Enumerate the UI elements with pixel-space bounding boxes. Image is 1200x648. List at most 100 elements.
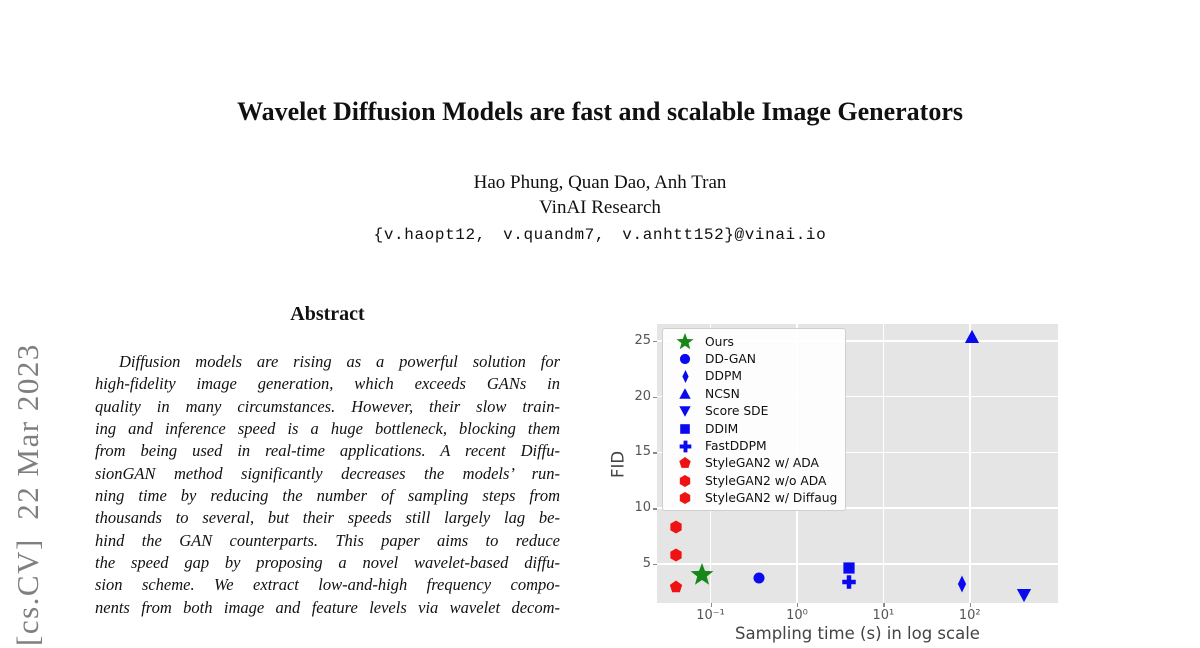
point-ncsn — [965, 330, 980, 345]
x-axis-label: Sampling time (s) in log scale — [735, 624, 980, 643]
abstract-body: Diffusion models are rising as a powerfu… — [95, 351, 560, 619]
y-tick-label: 20 — [634, 388, 651, 404]
star-marker-icon — [676, 332, 694, 349]
diamond-marker-icon — [681, 369, 689, 383]
legend-item-ours: Ours — [671, 332, 845, 351]
gridline-horizontal — [657, 507, 1058, 509]
x-tick-label: 10⁻¹ — [696, 608, 725, 623]
legend-label: Score SDE — [705, 404, 769, 419]
abstract-line: thousands to several, but their speeds s… — [95, 508, 560, 528]
square-marker-icon — [843, 562, 855, 574]
abstract-line: from being used in real-time application… — [95, 441, 560, 461]
legend-label: FastDDPM — [705, 439, 767, 454]
pentagon-marker-icon — [679, 457, 691, 469]
hexagon-marker-icon — [670, 520, 682, 534]
y-tick-mark — [653, 340, 657, 343]
abstract-line: Diffusion models are rising as a powerfu… — [119, 352, 560, 371]
abstract-line: ing and inference speed is a huge bottle… — [95, 419, 560, 439]
y-tick-label: 10 — [634, 500, 651, 516]
pentagon-marker-icon — [669, 580, 683, 593]
paper-title: Wavelet Diffusion Models are fast and sc… — [237, 97, 963, 126]
paper-emails: {v.haopt12, v.quandm7, v.anhtt152}@vinai… — [373, 226, 827, 244]
y-tick-mark — [653, 396, 657, 398]
square-marker-icon — [680, 423, 690, 434]
gridline-vertical — [968, 324, 971, 603]
star-marker-icon — [671, 332, 699, 351]
legend-label: DDIM — [705, 421, 739, 436]
legend-item-ddim: DDIM — [671, 420, 845, 437]
legend-label: DD-GAN — [705, 352, 756, 367]
x-tick-label: 10⁰ — [786, 608, 808, 623]
abstract-line: quality in many circumstances. However, … — [95, 396, 560, 416]
hexagon-marker-icon — [671, 474, 699, 487]
plus-marker-icon — [842, 574, 856, 589]
x-tick-mark — [796, 603, 799, 607]
legend-item-dd-gan: DD-GAN — [671, 350, 845, 367]
legend-item-ncsn: NCSN — [671, 385, 845, 402]
gridline-horizontal — [657, 339, 1058, 342]
legend-item-stylegan2-w-diffaug: StyleGAN2 w/ Diffaug — [671, 490, 845, 507]
point-ddpm — [953, 575, 970, 593]
y-tick-mark — [653, 563, 657, 566]
fid-vs-sampling-time-chart: Ours DD-GAN DDPM NCSN Score SDE DDIM FastDDPM S… — [600, 316, 1090, 648]
abstract-line: sion scheme. We extract low-and-high fre… — [95, 575, 560, 595]
gridline-horizontal — [657, 451, 1058, 454]
triangle-down-marker-icon — [671, 405, 699, 417]
gridline-horizontal — [657, 395, 1058, 398]
arxiv-stamp: [cs.CV] 22 Mar 2023 — [10, 343, 45, 646]
abstract-line: hind the GAN counterparts. This paper ai… — [95, 530, 560, 550]
x-tick-mark — [883, 603, 885, 607]
diamond-marker-icon — [671, 369, 699, 383]
plus-marker-icon — [679, 440, 691, 452]
y-axis-label: FID — [608, 450, 628, 479]
abstract-line: nents from both image and feature levels… — [95, 597, 560, 617]
abstract-line: the speed gap by proposing a novel wavel… — [95, 553, 560, 573]
paper-authors: Hao Phung, Quan Dao, Anh Tran — [473, 172, 727, 193]
legend-label: StyleGAN2 w/ ADA — [705, 456, 819, 471]
y-tick-mark — [653, 452, 657, 454]
point-stylegan2-w-diffaug — [670, 548, 683, 562]
triangle-up-marker-icon — [671, 388, 699, 400]
circle-marker-icon — [753, 572, 765, 584]
y-tick-label: 25 — [634, 332, 651, 348]
pentagon-marker-icon — [671, 457, 699, 469]
legend-label: StyleGAN2 w/o ADA — [705, 473, 827, 488]
paper-affiliation: VinAI Research — [539, 197, 661, 218]
hexagon-marker-icon — [679, 474, 691, 487]
point-stylegan2-w-o-ada — [670, 520, 683, 534]
diamond-marker-icon — [957, 575, 966, 593]
point-stylegan2-w-ada — [669, 580, 683, 594]
legend-label: StyleGAN2 w/ Diffaug — [705, 491, 838, 506]
x-tick-label: 10¹ — [872, 608, 895, 623]
triangle-down-marker-icon — [1016, 589, 1031, 603]
point-ours — [690, 562, 714, 587]
abstract-heading: Abstract — [290, 303, 365, 325]
hexagon-marker-icon — [671, 492, 699, 505]
x-tick-mark — [710, 603, 712, 607]
plot-area: Ours DD-GAN DDPM NCSN Score SDE DDIM FastDDPM S… — [657, 324, 1058, 603]
abstract-line: sionGAN method significantly decreases t… — [95, 463, 560, 483]
triangle-down-marker-icon — [679, 406, 691, 417]
point-ddim — [842, 561, 856, 575]
circle-marker-icon — [671, 353, 699, 365]
square-marker-icon — [671, 423, 699, 435]
hexagon-marker-icon — [679, 492, 691, 505]
legend-item-stylegan2-w-ada: StyleGAN2 w/ ADA — [671, 455, 845, 472]
legend-label: Ours — [705, 334, 734, 349]
point-dd-gan — [752, 571, 765, 584]
chart-legend: Ours DD-GAN DDPM NCSN Score SDE DDIM FastDDPM S… — [662, 328, 846, 511]
hexagon-marker-icon — [670, 548, 682, 562]
triangle-up-marker-icon — [965, 330, 980, 344]
star-marker-icon — [690, 562, 714, 585]
triangle-up-marker-icon — [679, 388, 691, 399]
plus-marker-icon — [671, 440, 699, 453]
y-tick-mark — [653, 508, 657, 510]
legend-item-stylegan2-w-o-ada: StyleGAN2 w/o ADA — [671, 472, 845, 489]
legend-item-ddpm: DDPM — [671, 368, 845, 385]
abstract-line: ning time by reducing the number of samp… — [95, 486, 560, 506]
y-tick-label: 15 — [634, 444, 651, 460]
legend-item-fastddpm: FastDDPM — [671, 437, 845, 454]
circle-marker-icon — [679, 353, 691, 365]
legend-label: DDPM — [705, 369, 742, 384]
